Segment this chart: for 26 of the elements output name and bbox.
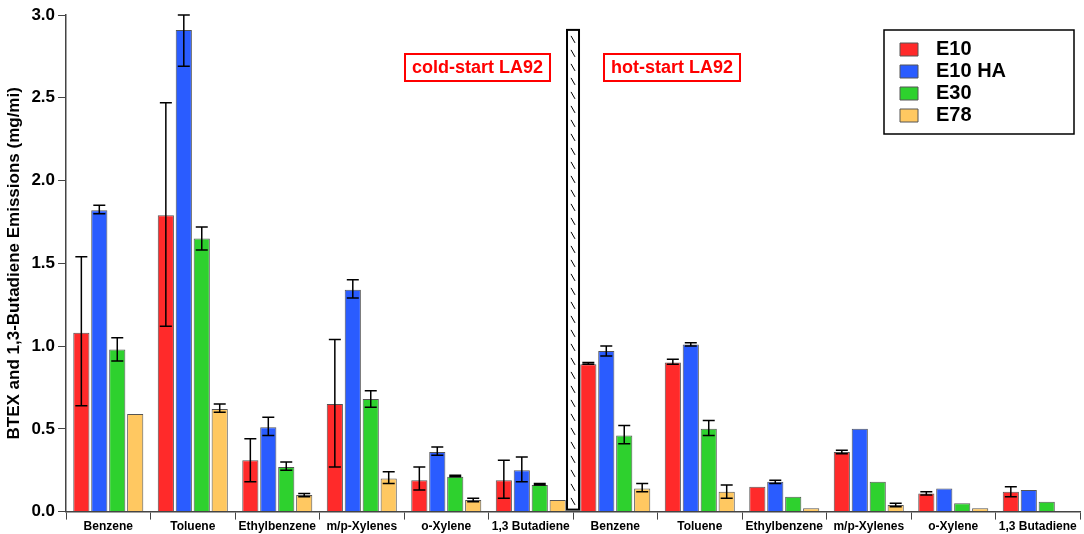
annotation: hot-start LA92 <box>603 53 742 82</box>
legend-label: E10 HA <box>936 58 1007 81</box>
y-axis-title: BTEX and 1,3-Butadiene Emissions (mg/mi) <box>3 87 23 440</box>
x-tick-label: Benzene <box>590 519 641 534</box>
y-tick-label: 2.5 <box>31 87 56 107</box>
legend-label: E30 <box>936 80 972 103</box>
x-tick-label: m/p-Xylenes <box>326 519 398 534</box>
x-tick-label: m/p-Xylenes <box>833 519 905 534</box>
x-tick-label: o-Xylene <box>928 519 979 534</box>
x-tick-label: o-Xylene <box>421 519 472 534</box>
legend-label: E78 <box>936 102 972 125</box>
legend-label: E10 <box>936 36 972 59</box>
x-tick-label: Toluene <box>677 519 723 534</box>
x-tick-label: Ethylbenzene <box>238 519 317 534</box>
x-tick-label: 1,3 Butadiene <box>998 519 1078 534</box>
x-tick-label: Toluene <box>170 519 216 534</box>
x-tick-label: Ethylbenzene <box>745 519 824 534</box>
y-tick-label: 1.0 <box>31 335 56 355</box>
y-tick-label: 3.0 <box>31 4 56 24</box>
annotation: cold-start LA92 <box>404 53 552 82</box>
x-tick-label: Benzene <box>83 519 134 534</box>
y-tick-label: 0.0 <box>31 501 56 521</box>
x-tick-label: 1,3 Butadiene <box>491 519 571 534</box>
y-tick-label: 2.0 <box>31 170 56 190</box>
y-tick-label: 0.5 <box>31 418 56 438</box>
y-tick-label: 1.5 <box>31 252 56 272</box>
